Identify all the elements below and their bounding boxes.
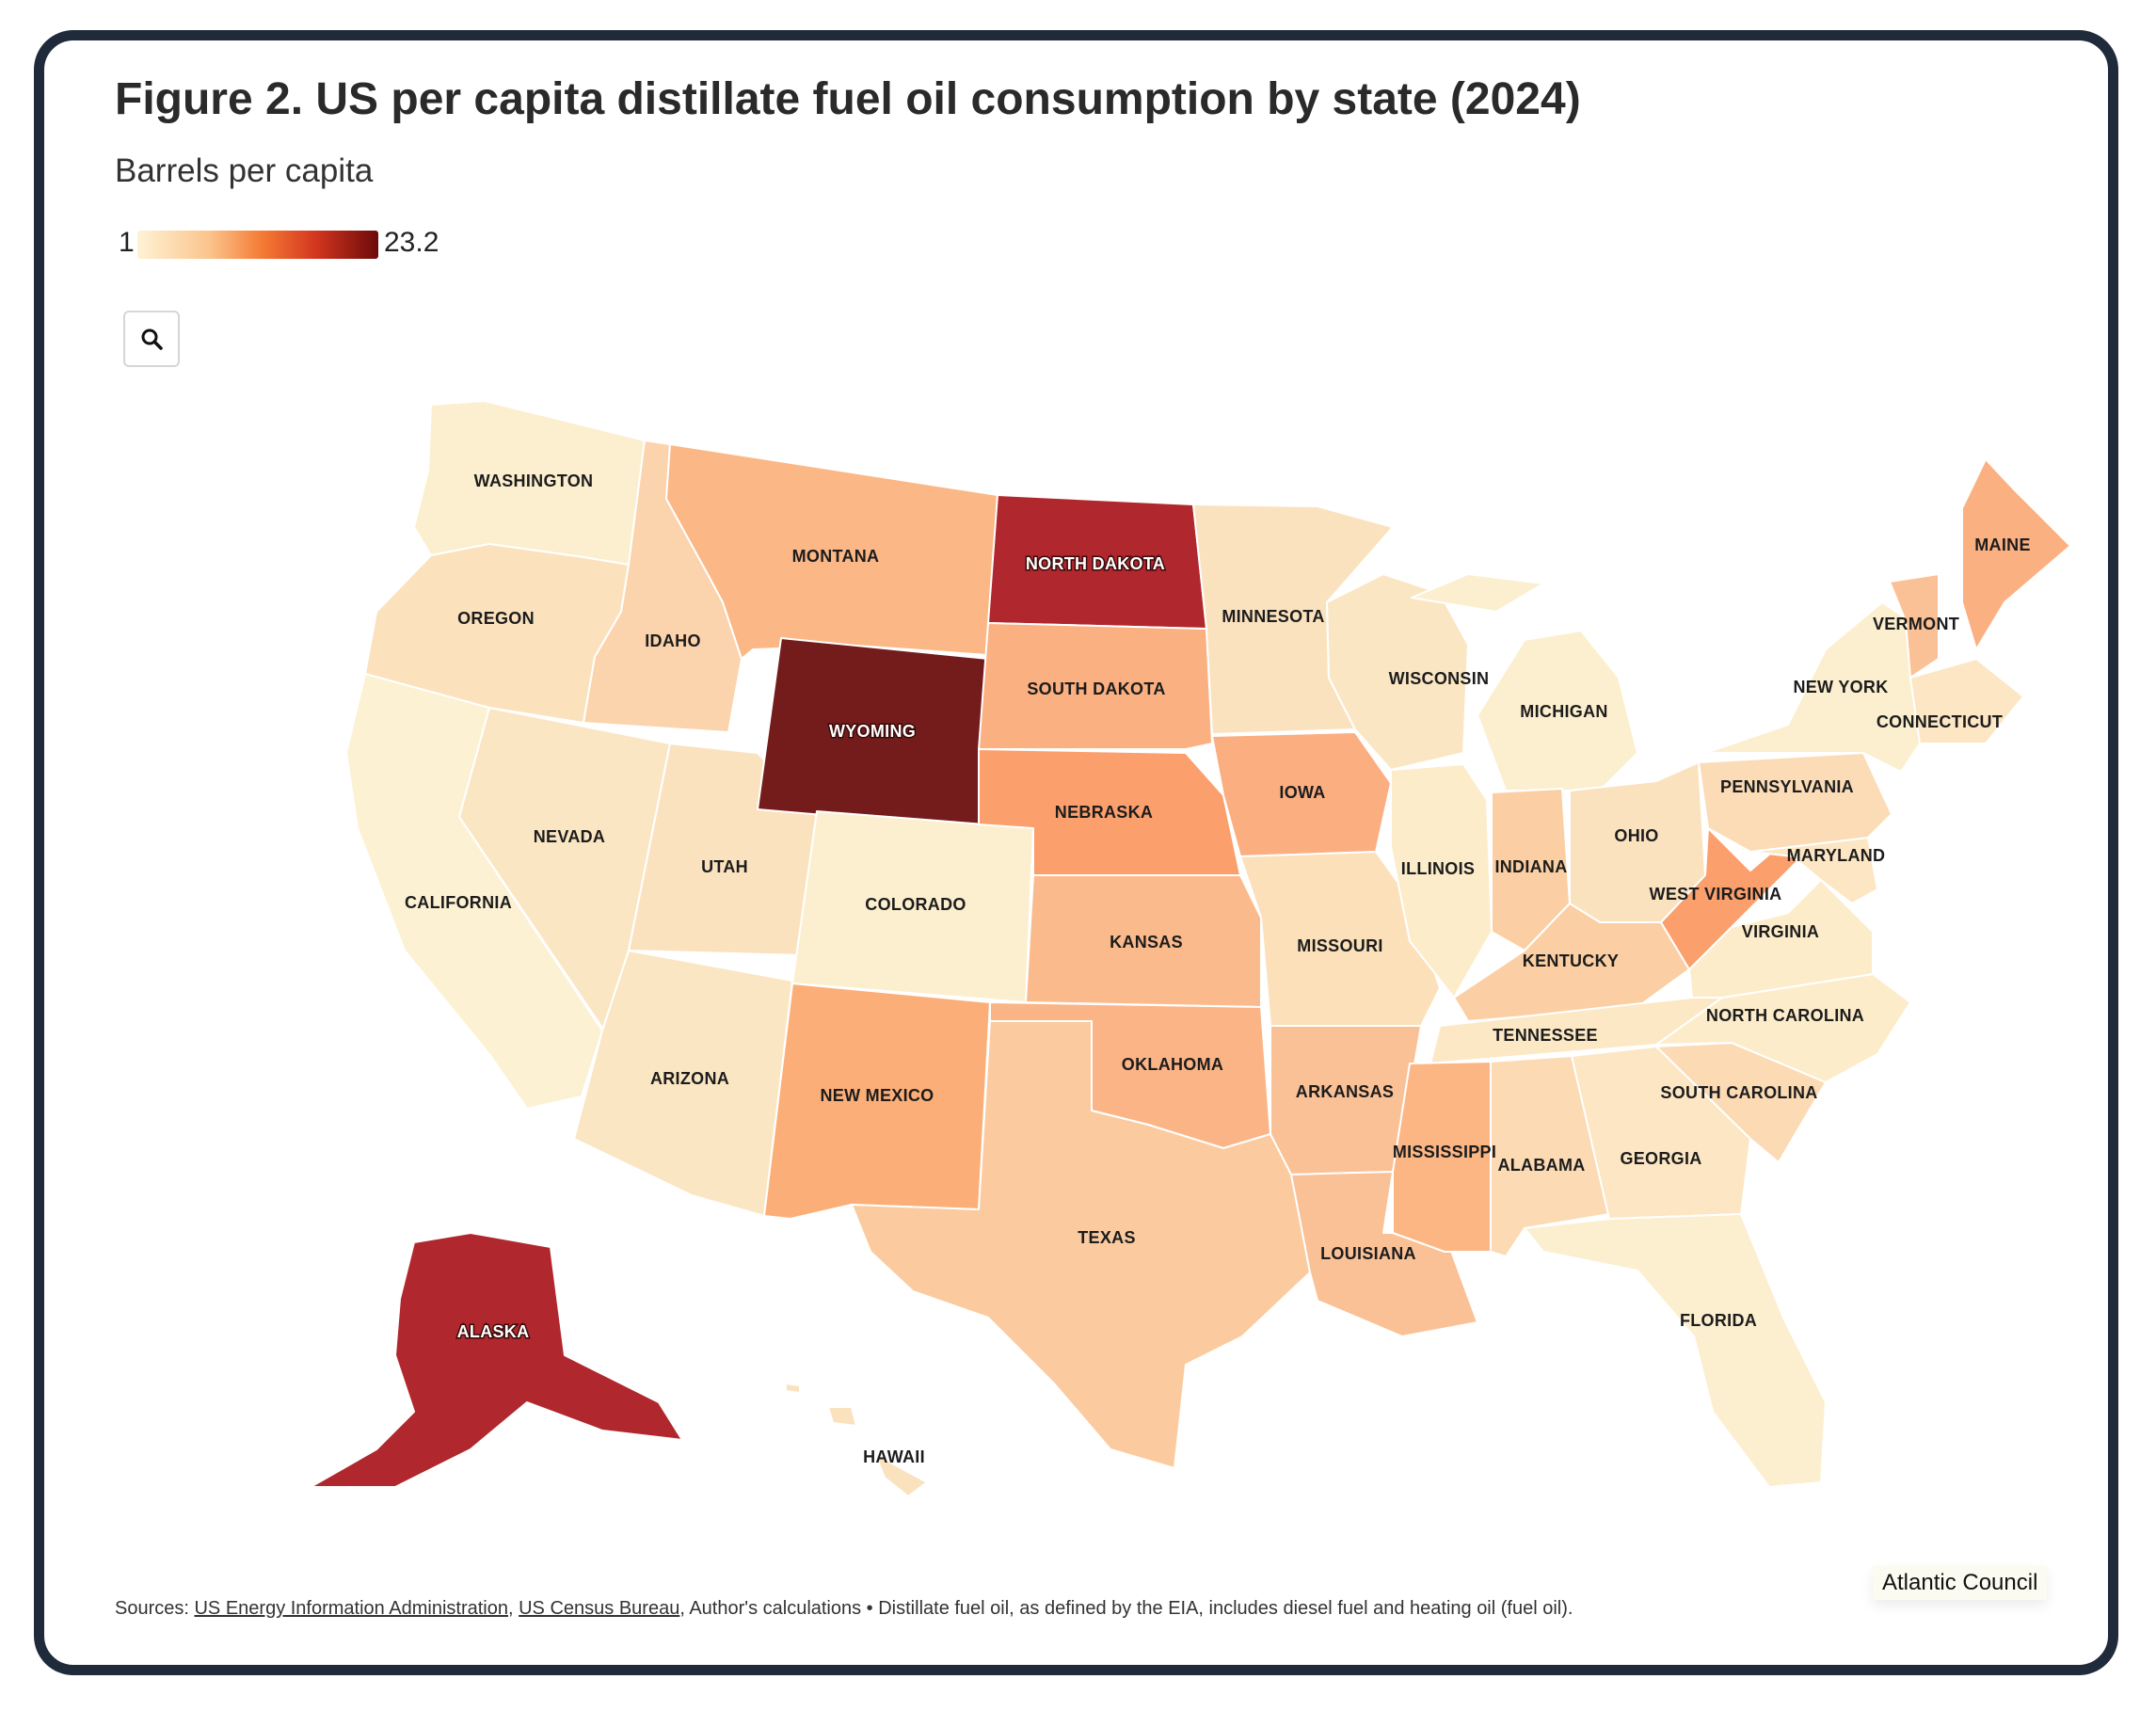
state-label-utah: UTAH bbox=[701, 857, 748, 876]
state-maine[interactable] bbox=[1961, 458, 2071, 650]
state-label-tennessee: TENNESSEE bbox=[1493, 1026, 1598, 1045]
state-wisconsin[interactable] bbox=[1326, 573, 1469, 771]
state-label-arkansas: ARKANSAS bbox=[1296, 1082, 1394, 1101]
state-label-north-dakota: NORTH DAKOTA bbox=[1026, 554, 1165, 573]
chart-subtitle: Barrels per capita bbox=[115, 152, 374, 189]
state-label-virginia: VIRGINIA bbox=[1742, 922, 1819, 941]
state-label-nevada: NEVADA bbox=[534, 827, 605, 846]
state-missouri[interactable] bbox=[1239, 851, 1441, 1027]
sources-suffix: , Author's calculations • Distillate fue… bbox=[679, 1598, 1573, 1619]
state-label-new-mexico: NEW MEXICO bbox=[820, 1086, 934, 1105]
state-label-new-york: NEW YORK bbox=[1793, 678, 1888, 696]
state-label-montana: MONTANA bbox=[792, 547, 880, 566]
state-label-maine: MAINE bbox=[1974, 536, 2031, 554]
state-louisiana[interactable] bbox=[1290, 1171, 1478, 1337]
state-label-alabama: ALABAMA bbox=[1497, 1156, 1585, 1175]
zoom-button[interactable] bbox=[123, 311, 180, 367]
legend-max-label: 23.2 bbox=[384, 227, 439, 258]
state-label-west-virginia: WEST VIRGINIA bbox=[1650, 885, 1782, 903]
state-label-georgia: GEORGIA bbox=[1620, 1149, 1701, 1168]
state-label-wyoming: WYOMING bbox=[829, 722, 916, 741]
state-virginia[interactable] bbox=[1688, 879, 1874, 999]
sources-separator: , bbox=[507, 1598, 519, 1619]
state-label-alaska: ALASKA bbox=[457, 1322, 530, 1341]
state-label-missouri: MISSOURI bbox=[1297, 936, 1382, 955]
state-label-california: CALIFORNIA bbox=[405, 893, 512, 912]
state-label-kansas: KANSAS bbox=[1110, 933, 1183, 951]
state-florida[interactable] bbox=[1524, 1213, 1827, 1488]
state-label-mississippi: MISSISSIPPI bbox=[1393, 1143, 1496, 1161]
state-label-hawaii: HAWAII bbox=[863, 1447, 925, 1466]
state-label-arizona: ARIZONA bbox=[650, 1069, 729, 1088]
state-labels: WASHINGTON OREGON CALIFORNIA IDAHO NEVADA UTA… bbox=[405, 472, 2031, 1466]
state-label-wisconsin: WISCONSIN bbox=[1389, 669, 1490, 688]
legend-color-scale bbox=[137, 231, 378, 259]
state-label-oklahoma: OKLAHOMA bbox=[1122, 1055, 1223, 1074]
state-label-florida: FLORIDA bbox=[1680, 1311, 1757, 1330]
sources-prefix: Sources: bbox=[115, 1598, 195, 1619]
state-label-pennsylvania: PENNSYLVANIA bbox=[1720, 777, 1854, 796]
state-label-michigan: MICHIGAN bbox=[1520, 702, 1607, 721]
state-texas[interactable] bbox=[851, 1020, 1311, 1469]
state-label-illinois: ILLINOIS bbox=[1401, 859, 1475, 878]
atlantic-council-credit[interactable]: Atlantic Council bbox=[1873, 1566, 2048, 1600]
state-shapes bbox=[310, 400, 2071, 1497]
state-label-connecticut: CONNECTICUT bbox=[1877, 712, 2003, 731]
state-label-washington: WASHINGTON bbox=[474, 472, 594, 490]
source-link-eia[interactable]: US Energy Information Administration bbox=[194, 1598, 508, 1619]
state-label-oregon: OREGON bbox=[457, 609, 535, 628]
state-label-texas: TEXAS bbox=[1078, 1228, 1136, 1247]
state-label-south-dakota: SOUTH DAKOTA bbox=[1027, 680, 1165, 698]
state-alaska[interactable] bbox=[310, 1232, 683, 1488]
state-south-dakota[interactable] bbox=[978, 622, 1213, 750]
state-label-idaho: IDAHO bbox=[645, 632, 701, 650]
state-label-north-carolina: NORTH CAROLINA bbox=[1706, 1006, 1864, 1025]
legend-min-label: 1 bbox=[119, 227, 135, 258]
state-illinois[interactable] bbox=[1390, 763, 1493, 999]
state-connecticut[interactable] bbox=[1909, 658, 2024, 744]
state-hawaii[interactable] bbox=[785, 1383, 928, 1497]
state-label-south-carolina: SOUTH CAROLINA bbox=[1660, 1083, 1817, 1102]
sources-note: Sources: US Energy Information Administr… bbox=[115, 1598, 1573, 1620]
state-georgia[interactable] bbox=[1571, 1046, 1751, 1220]
chart-title: Figure 2. US per capita distillate fuel … bbox=[115, 74, 1581, 124]
state-pennsylvania[interactable] bbox=[1698, 752, 1892, 853]
state-label-louisiana: LOUISIANA bbox=[1320, 1244, 1416, 1263]
search-icon bbox=[141, 328, 163, 350]
state-label-kentucky: KENTUCKY bbox=[1523, 951, 1619, 970]
state-label-vermont: VERMONT bbox=[1873, 615, 1959, 633]
state-label-ohio: OHIO bbox=[1614, 826, 1658, 845]
state-label-iowa: IOWA bbox=[1279, 783, 1325, 802]
state-kansas[interactable] bbox=[1025, 874, 1262, 1008]
state-vermont[interactable] bbox=[1889, 573, 1940, 679]
state-label-indiana: INDIANA bbox=[1494, 857, 1567, 876]
state-label-colorado: COLORADO bbox=[865, 895, 966, 914]
state-label-nebraska: NEBRASKA bbox=[1055, 803, 1153, 822]
state-label-minnesota: MINNESOTA bbox=[1222, 607, 1324, 626]
source-link-census[interactable]: US Census Bureau bbox=[519, 1598, 680, 1619]
state-label-maryland: MARYLAND bbox=[1787, 846, 1886, 865]
